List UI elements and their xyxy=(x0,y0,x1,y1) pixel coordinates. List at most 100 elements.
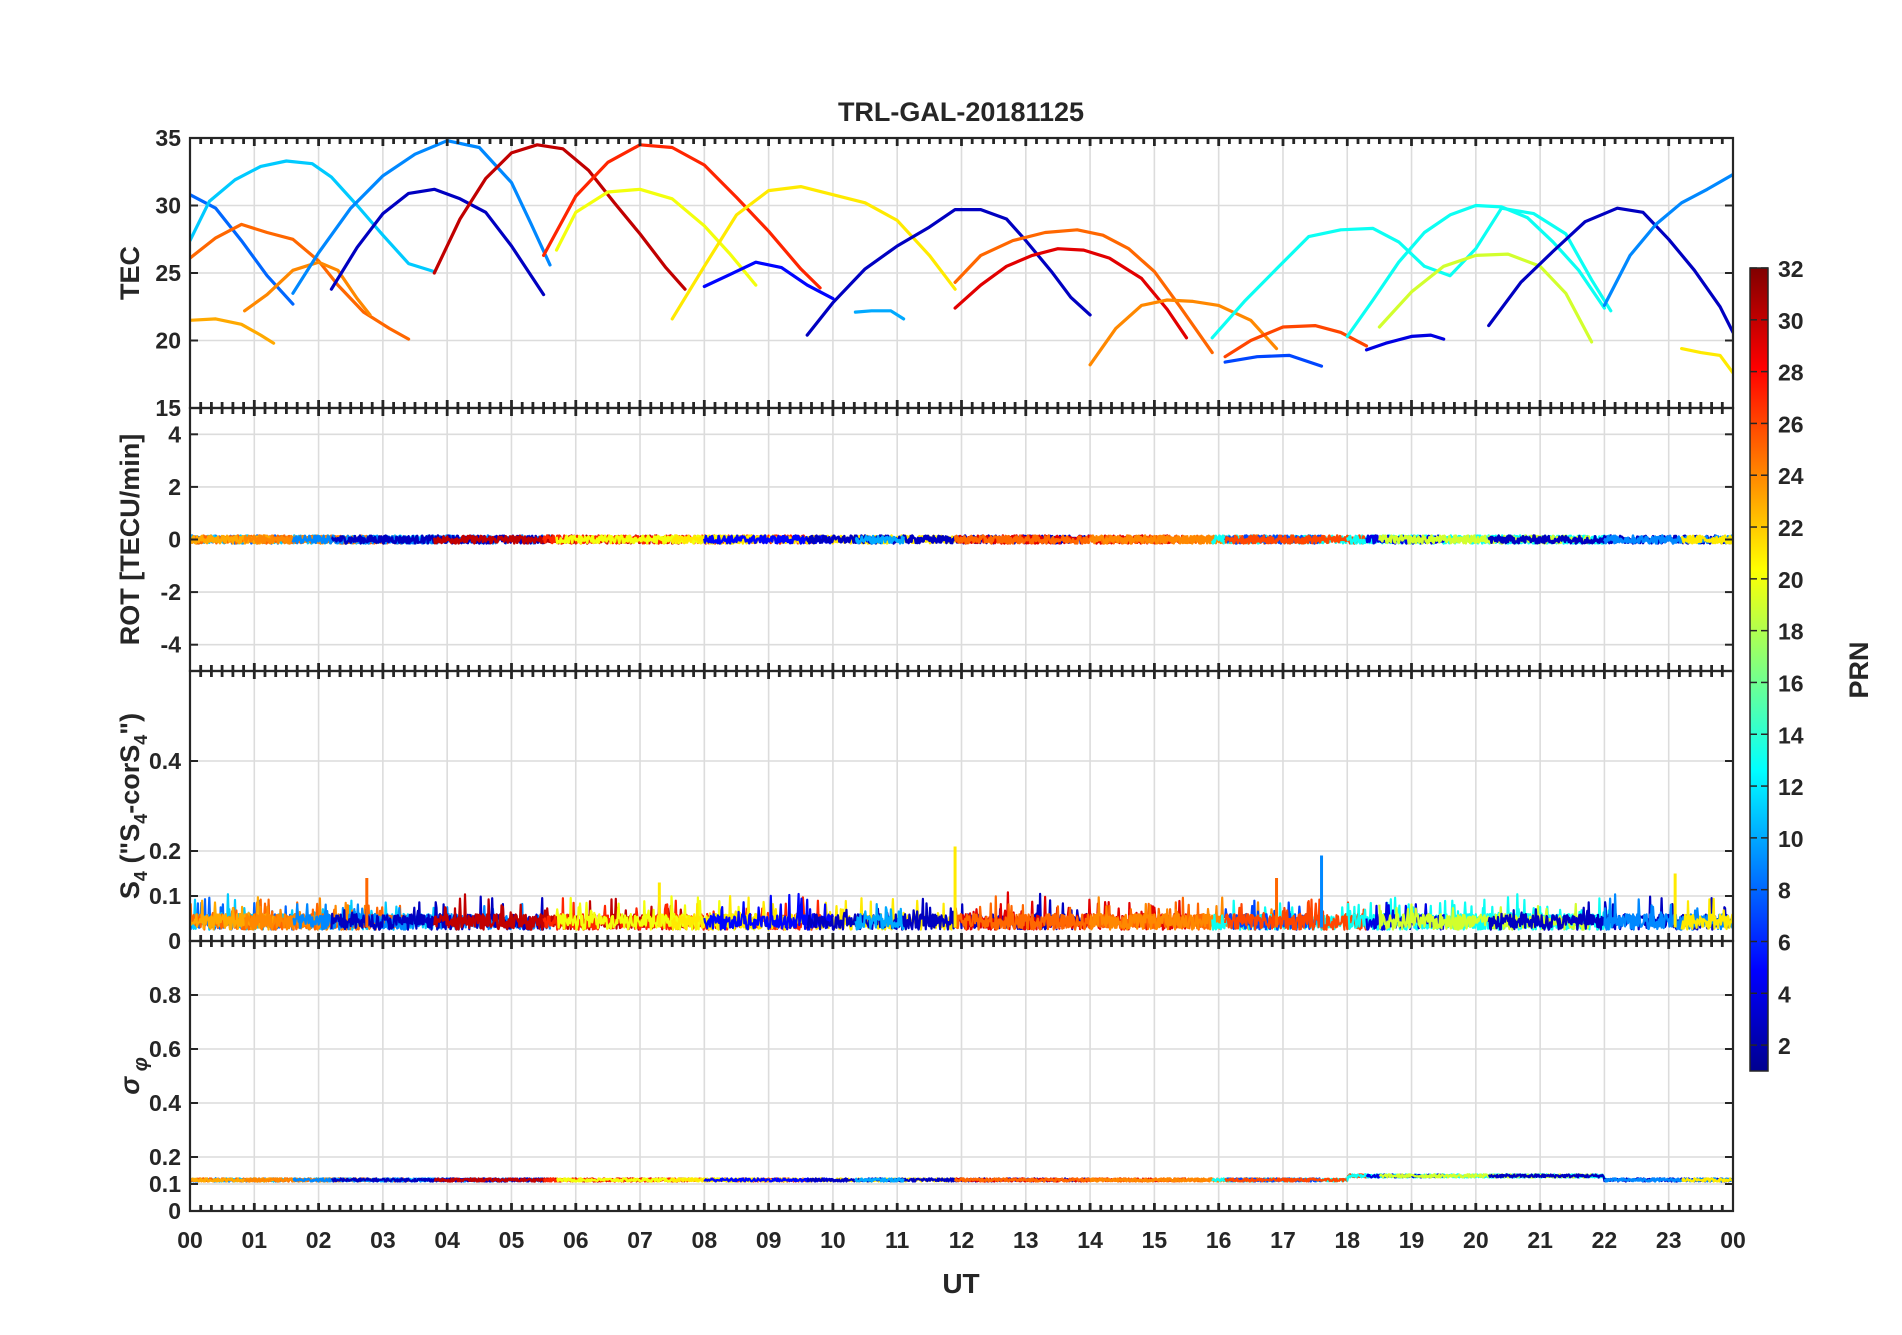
x-tick-label: 18 xyxy=(1334,1227,1360,1253)
rot-series-prn-23 xyxy=(190,534,275,545)
y-tick-label: -4 xyxy=(161,632,182,658)
panel-s4-x-ticks xyxy=(199,671,1724,941)
y-tick-label: 0.8 xyxy=(149,982,181,1008)
rot-series-prn-26 xyxy=(1224,534,1368,545)
colorbar-tick-label: 18 xyxy=(1778,619,1804,645)
tec-series-prn-27 xyxy=(541,143,822,290)
colorbar-tick-label: 8 xyxy=(1778,878,1791,904)
s4-series-prn-23 xyxy=(190,896,275,931)
colorbar-tick-label: 6 xyxy=(1778,929,1791,955)
tec-series-prn-3 xyxy=(805,208,1092,337)
x-tick-label: 23 xyxy=(1656,1227,1682,1253)
y-tick-label: 0.2 xyxy=(149,838,181,864)
y-tick-label: 0.1 xyxy=(149,883,181,909)
colorbar-tick-label: 16 xyxy=(1778,670,1804,696)
colorbar-tick-label: 10 xyxy=(1778,826,1804,852)
panel-sigma_phi-x-ticks xyxy=(199,941,1724,1211)
y-tick-label: 0.2 xyxy=(149,1144,181,1170)
tec-series-prn-13 xyxy=(1210,206,1613,340)
x-tick-label: 00 xyxy=(1720,1227,1746,1253)
panel-rot-x-ticks xyxy=(199,408,1724,671)
tec-series-prn-21 xyxy=(670,185,957,321)
x-tick-label: 14 xyxy=(1077,1227,1103,1253)
y-tick-label: -2 xyxy=(161,579,181,605)
tec-series-prn-3 xyxy=(329,187,546,297)
y-tick-label: 0 xyxy=(168,928,181,954)
x-tick-label: 04 xyxy=(434,1227,460,1253)
rot-series-prn-25 xyxy=(953,534,1214,545)
colorbar-tick-label: 12 xyxy=(1778,774,1804,800)
tec-series-prn-5 xyxy=(702,260,835,301)
x-tick-label: 13 xyxy=(1013,1227,1039,1253)
x-tick-label: 02 xyxy=(306,1227,332,1253)
x-tick-label: 03 xyxy=(370,1227,396,1253)
x-tick-label: 15 xyxy=(1142,1227,1168,1253)
x-tick-label: 06 xyxy=(563,1227,589,1253)
tec-series-prn-7 xyxy=(1223,353,1324,368)
tec-series-prn-4 xyxy=(1364,333,1446,352)
rot-series-prn-21 xyxy=(1680,534,1733,545)
colorbar-gradient xyxy=(1749,267,1769,1072)
colorbar-tick-label: 32 xyxy=(1778,256,1804,282)
x-tick-label: 09 xyxy=(756,1227,782,1253)
tec-series-prn-30 xyxy=(432,143,687,291)
panel-sigma_phi-data xyxy=(190,1173,1733,1183)
chart-title: TRL-GAL-20181125 xyxy=(838,97,1084,127)
data-layer xyxy=(190,139,1733,1183)
x-tick-label: 01 xyxy=(241,1227,267,1253)
y-tick-label: 0.1 xyxy=(149,1171,181,1197)
tec-series-prn-24 xyxy=(243,260,372,317)
x-tick-label: 16 xyxy=(1206,1227,1232,1253)
panel-sigma_phi-ylabel: σ φ xyxy=(115,1057,152,1095)
y-tick-label: 30 xyxy=(155,193,181,219)
colorbar-tick-label: 2 xyxy=(1778,1033,1791,1059)
rot-series-prn-10 xyxy=(854,534,905,545)
panel-tec-data xyxy=(190,139,1733,375)
tec-series-prn-24 xyxy=(1088,298,1279,367)
colorbar-tick-label: 24 xyxy=(1778,463,1804,489)
tec-series-prn-25 xyxy=(190,222,411,341)
y-tick-label: 2 xyxy=(168,474,181,500)
sigma_phi-series-prn-26 xyxy=(1224,1173,1367,1183)
tec-series-prn-21 xyxy=(1679,347,1733,375)
x-tick-label: 12 xyxy=(949,1227,975,1253)
panel-tec-x-ticks xyxy=(199,138,1724,408)
x-tick-label: 21 xyxy=(1527,1227,1553,1253)
x-tick-label: 19 xyxy=(1399,1227,1425,1253)
panel-s4-ylabel: S4 ("S4-corS4") xyxy=(115,713,151,899)
y-tick-label: 4 xyxy=(168,421,181,447)
x-tick-label: 05 xyxy=(499,1227,525,1253)
panel-tec-ylabel: TEC xyxy=(115,246,145,300)
s4-series-prn-26 xyxy=(1224,898,1368,931)
panel-rot-ylabel: ROT [TECU/min] xyxy=(115,434,145,645)
colorbar-tick-label: 4 xyxy=(1778,981,1791,1007)
colorbar-tick-label: 28 xyxy=(1778,360,1804,386)
x-tick-label: 22 xyxy=(1592,1227,1618,1253)
y-tick-label: 0 xyxy=(168,527,181,553)
colorbar-tick-label: 26 xyxy=(1778,411,1804,437)
y-tick-label: 35 xyxy=(155,125,181,151)
y-tick-label: 0.4 xyxy=(149,1090,181,1116)
panel-rot-data xyxy=(190,534,1733,545)
tec-series-prn-20 xyxy=(554,187,758,287)
tec-series-prn-13 xyxy=(1345,203,1607,338)
y-tick-label: 15 xyxy=(155,395,181,421)
grid xyxy=(190,138,1733,1211)
x-tick-label: 00 xyxy=(177,1227,203,1253)
tec-series-prn-10 xyxy=(853,309,906,321)
colorbar-tick-label: 20 xyxy=(1778,567,1804,593)
y-tick-label: 0.4 xyxy=(149,748,181,774)
s4-series-prn-21 xyxy=(1680,897,1733,931)
y-tick-label: 0 xyxy=(168,1198,181,1224)
tec-series-prn-26 xyxy=(1223,324,1369,359)
colorbar-tick-label: 30 xyxy=(1778,308,1804,334)
sigma_phi-series-prn-10 xyxy=(854,1177,905,1183)
x-tick-label: 07 xyxy=(627,1227,653,1253)
s4-series-prn-10 xyxy=(854,902,905,931)
y-tick-label: 0.6 xyxy=(149,1036,181,1062)
x-tick-label: 10 xyxy=(820,1227,846,1253)
